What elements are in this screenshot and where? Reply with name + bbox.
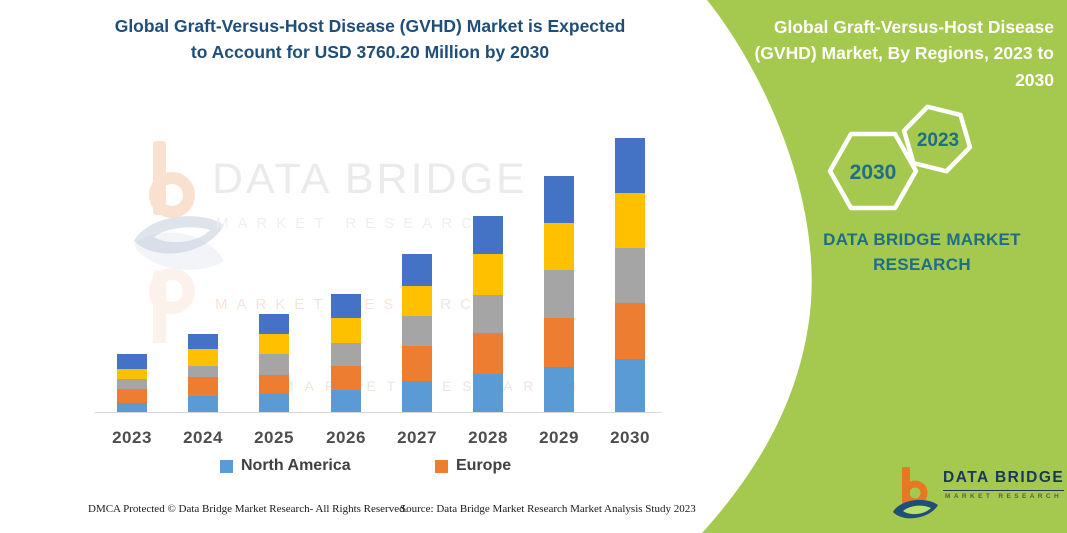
bar-segment-2024-region-4-legend-not-shown-: [188, 348, 218, 366]
bar-segment-2023-region-5-legend-not-shown-: [117, 353, 147, 370]
x-axis-label-2029: 2029: [539, 428, 579, 447]
legend-item-north-america: North America: [220, 457, 351, 475]
stacked-bar-plot: 2023 2024 2025 2026 2027 2028 2029 2030: [95, 138, 662, 447]
bar-segment-2030-region-3-legend-not-shown-: [615, 248, 645, 303]
bar-segment-2028-region-3-legend-not-shown-: [473, 295, 503, 333]
bar-segment-2027-north-america: [402, 381, 432, 412]
bar-segment-2024-region-3-legend-not-shown-: [188, 365, 218, 377]
bar-segment-2027-europe: [402, 346, 432, 381]
bar-segment-2028-region-4-legend-not-shown-: [473, 254, 503, 295]
bar-segment-2024-north-america: [188, 395, 218, 412]
bar-segment-2030-region-5-legend-not-shown-: [615, 138, 645, 193]
hexagon-2030-label: 2030: [850, 161, 897, 184]
bar-segment-2023-europe: [117, 388, 147, 403]
bar-segment-2029-europe: [544, 318, 574, 367]
x-axis-label-2028: 2028: [468, 428, 508, 447]
data-bridge-logo-mark: [893, 467, 938, 519]
hexagon-2023-label: 2023: [917, 130, 959, 151]
chart-title-line1: Global Graft-Versus-Host Disease (GVHD) …: [114, 16, 626, 36]
bar-segment-2023-north-america: [117, 402, 147, 412]
legend-label-europe: Europe: [456, 457, 512, 474]
bar-segment-2026-region-4-legend-not-shown-: [331, 318, 361, 343]
x-axis-line: [95, 412, 662, 413]
panel-title: Global Graft-Versus-Host Disease (GVHD) …: [754, 17, 1054, 90]
bar-segment-2023-region-3-legend-not-shown-: [117, 378, 147, 389]
x-axis-label-2027: 2027: [397, 428, 437, 447]
source-footer-text: Source: Data Bridge Market Research Mark…: [400, 503, 696, 515]
bar-segment-2027-region-4-legend-not-shown-: [402, 286, 432, 316]
bar-segment-2025-region-4-legend-not-shown-: [259, 334, 289, 354]
dmca-footer-text: DMCA Protected © Data Bridge Market Rese…: [88, 503, 408, 515]
x-axis-label-2023: 2023: [112, 428, 152, 447]
bar-segment-2028-europe: [473, 333, 503, 374]
x-axis-label-2024: 2024: [183, 428, 223, 447]
bar-segment-2029-region-3-legend-not-shown-: [544, 270, 574, 318]
legend-swatch-north-america: [220, 459, 233, 473]
hexagon-badges: 2030 2023: [827, 104, 973, 211]
bar-segment-2025-region-5-legend-not-shown-: [259, 313, 289, 334]
chart-title-line2: to Account for USD 3760.20 Million by 20…: [190, 42, 550, 63]
bar-segment-2024-region-5-legend-not-shown-: [188, 334, 218, 349]
hexagon-2023: [901, 104, 973, 174]
bar-segment-2028-north-america: [473, 373, 503, 412]
bar-segment-2027-region-3-legend-not-shown-: [402, 316, 432, 346]
bar-segment-2026-region-3-legend-not-shown-: [331, 343, 361, 366]
logo-wordmark: DATA BRIDGE: [943, 469, 1065, 491]
legend-label-north-america: North America: [241, 457, 351, 474]
bar-segment-2026-north-america: [331, 390, 361, 412]
chart-title: Global Graft-Versus-Host Disease (GVHD) …: [40, 13, 700, 66]
bar-segment-2025-region-3-legend-not-shown-: [259, 354, 289, 375]
bar-segment-2030-region-4-legend-not-shown-: [615, 193, 645, 248]
x-axis-label-2030: 2030: [610, 428, 650, 447]
legend-item-europe: Europe: [435, 457, 511, 475]
bar-segment-2026-region-5-legend-not-shown-: [331, 293, 361, 318]
bar-segment-2026-europe: [331, 365, 361, 390]
legend-swatch-europe: [435, 459, 448, 473]
brand-text: DATA BRIDGE MARKET RESEARCH: [823, 230, 1021, 274]
bar-segment-2029-region-4-legend-not-shown-: [544, 223, 574, 270]
x-axis-label-2026: 2026: [326, 428, 366, 447]
x-axis-label-2025: 2025: [254, 428, 294, 447]
bar-segment-2030-north-america: [615, 359, 645, 412]
bar-segment-2024-europe: [188, 376, 218, 396]
bar-segment-2029-north-america: [544, 367, 574, 412]
bar-segment-2029-region-5-legend-not-shown-: [544, 176, 574, 223]
logo-sub-wordmark: MARKET RESEARCH: [945, 493, 1063, 500]
bar-segment-2028-region-5-legend-not-shown-: [473, 216, 503, 254]
bar-segment-2027-region-5-legend-not-shown-: [402, 254, 432, 286]
bar-segment-2025-europe: [259, 375, 289, 394]
bar-segment-2030-europe: [615, 303, 645, 359]
data-bridge-logo: DATA BRIDGE MARKET RESEARCH: [891, 462, 1065, 524]
hexagon-2030: [827, 131, 919, 211]
bar-segment-2025-north-america: [259, 394, 289, 412]
bar-segment-2023-region-4-legend-not-shown-: [117, 369, 147, 379]
